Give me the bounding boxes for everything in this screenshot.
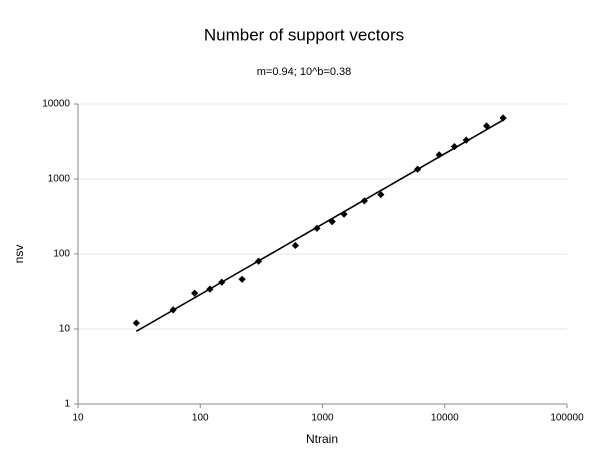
point [238,275,246,283]
x-axis-label: Ntrain [306,432,338,446]
point [462,136,470,144]
point [414,165,422,173]
point [360,197,368,205]
point [313,224,321,232]
chart-title: Number of support vectors [204,25,404,44]
point [499,114,507,122]
point [291,241,299,250]
fit-line [135,119,504,333]
point [340,210,348,218]
y-axis-label: nsv [12,245,26,264]
y-tick-label: 1 [64,399,70,410]
point [218,278,226,286]
point [191,289,199,297]
x-tick-label: 10 [72,413,84,424]
point [435,151,443,159]
y-tick-label: 10 [59,324,71,335]
point [450,143,459,151]
point [328,218,336,226]
chart-subtitle: m=0.94; 10^b=0.38 [257,66,351,78]
point [132,319,140,327]
point [377,190,385,199]
point [254,257,263,265]
x-tick-label: 100 [192,413,209,424]
point [206,285,214,293]
y-tick-label: 10000 [42,99,70,110]
y-tick-label: 1000 [48,174,71,185]
y-tick-label: 100 [53,249,70,260]
point [169,306,177,314]
point [483,122,491,130]
x-tick-label: 10000 [431,413,459,424]
x-tick-label: 100000 [550,413,584,424]
x-tick-label: 1000 [311,413,334,424]
